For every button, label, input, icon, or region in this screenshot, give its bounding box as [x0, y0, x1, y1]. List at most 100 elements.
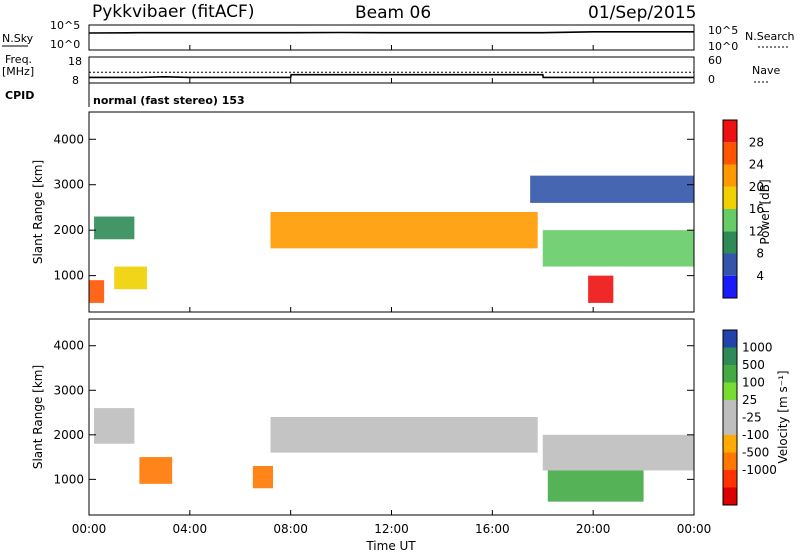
nsky-label: N.Sky [2, 32, 34, 45]
scatter-region [530, 175, 694, 203]
scatter-region [139, 457, 173, 484]
nsky-panel: N.Sky 10^5 10^0 10^5 10^0 N.Search [2, 19, 795, 53]
scatter-region [542, 434, 694, 471]
velocity-colorbar-segment [723, 330, 737, 348]
radar-title: Pykkvibaer (fitACF) [92, 2, 254, 22]
y-tick-label: 2000 [53, 223, 84, 237]
nave-tick-top: 60 [708, 54, 722, 67]
velocity-y-ticks: 1000 2000 3000 4000 [53, 339, 694, 486]
scatter-region [270, 212, 538, 249]
velocity-colorbar-segment [723, 470, 737, 488]
power-colorbar-frame [722, 119, 738, 299]
power-colorbar-segment [723, 253, 737, 276]
velocity-colorbar-tick: -25 [742, 411, 762, 425]
freq-tick-top: 18 [68, 55, 82, 68]
nsearch-tick-bottom: 10^0 [708, 40, 738, 53]
scatter-region [270, 417, 538, 453]
power-colorbar-tick: 20 [749, 180, 764, 194]
scatter-region [547, 470, 644, 502]
nave-label: Nave [752, 64, 780, 77]
velocity-colorbar-tick: -1000 [742, 463, 777, 477]
power-colorbar-segment [723, 231, 737, 254]
velocity-colorbar-tick: 25 [742, 393, 757, 407]
scatter-region [89, 280, 105, 303]
power-colorbar-segment [723, 275, 737, 298]
power-colorbar-tick: 4 [756, 269, 764, 283]
y-tick-label: 1000 [53, 269, 84, 283]
scatter-region [114, 266, 147, 290]
date-title: 01/Sep/2015 [588, 3, 696, 23]
cpid-panel: CPID normal (fast stereo) 153 [5, 83, 245, 107]
power-colorbar-segment [723, 142, 737, 165]
velocity-heatmap [94, 408, 694, 502]
x-tick-label: 00:00 [677, 522, 712, 536]
scatter-region [94, 216, 135, 240]
scatter-region [94, 408, 135, 444]
power-colorbar-segment [723, 164, 737, 187]
power-colorbar-tick: 12 [749, 224, 764, 238]
velocity-colorbar-segment [723, 452, 737, 470]
y-tick-label: 4000 [53, 339, 84, 353]
nsky-tick-top: 10^5 [50, 19, 80, 32]
cpid-label: CPID [5, 89, 34, 102]
beam-title: Beam 06 [355, 3, 431, 23]
velocity-colorbar: 1000 500 100 25 -25 -100 -500 -1000 [722, 329, 777, 506]
freq-unit: [MHz] [2, 65, 34, 78]
velocity-panel: 1000 2000 3000 4000 Slant Range [km] 1000 50… [31, 318, 790, 516]
velocity-colorbar-tick: -500 [742, 446, 769, 460]
power-ylabel: Slant Range [km] [31, 160, 45, 264]
y-tick-label: 3000 [53, 178, 84, 192]
velocity-colorbar-tick: -100 [742, 428, 769, 442]
power-heatmap [89, 175, 694, 303]
power-colorbar-tick: 28 [749, 135, 764, 149]
velocity-colorbar-segment [723, 435, 737, 453]
velocity-colorbar-segment [723, 382, 737, 400]
power-panel: 1000 2000 3000 4000 Slant Range [km] 4 8 12 16… [31, 111, 772, 313]
x-axis-label: Time UT [365, 539, 416, 553]
velocity-colorbar-segment [723, 417, 737, 435]
y-tick-label: 1000 [53, 472, 84, 486]
scatter-region [588, 275, 614, 303]
velocity-cbar-label: Velocity [m s⁻¹] [776, 370, 790, 463]
velocity-colorbar-tick: 1000 [742, 341, 773, 355]
velocity-colorbar-segment [723, 365, 737, 383]
power-colorbar-tick: 24 [749, 158, 764, 172]
power-colorbar-segment [723, 120, 737, 143]
velocity-colorbar-frame [722, 329, 738, 506]
nave-tick-bottom: 0 [708, 73, 715, 86]
velocity-colorbar-segment [723, 487, 737, 505]
x-tick-label: 00:00 [72, 522, 107, 536]
scatter-region [542, 230, 694, 267]
x-tick-label: 12:00 [374, 522, 409, 536]
velocity-colorbar-tick: 500 [742, 358, 765, 372]
velocity-ylabel: Slant Range [km] [31, 365, 45, 469]
power-colorbar-segment [723, 209, 737, 232]
power-colorbar-segment [723, 186, 737, 209]
power-colorbar: 4 8 12 16 20 24 28 [722, 119, 764, 299]
y-tick-label: 4000 [53, 132, 84, 146]
x-tick-label: 08:00 [273, 522, 308, 536]
y-tick-label: 3000 [53, 383, 84, 397]
x-tick-label: 20:00 [576, 522, 611, 536]
power-cbar-label: Power [dB] [758, 179, 772, 244]
nsearch-tick-top: 10^5 [708, 24, 738, 37]
x-tick-label: 16:00 [475, 522, 510, 536]
velocity-colorbar-segment [723, 347, 737, 365]
power-y-ticks: 1000 2000 3000 4000 [53, 132, 694, 283]
velocity-colorbar-tick: 100 [742, 376, 765, 390]
nsky-tick-bottom: 10^0 [50, 38, 80, 51]
power-colorbar-tick: 16 [749, 202, 764, 216]
y-tick-label: 2000 [53, 428, 84, 442]
nsky-series-line [88, 30, 694, 34]
freq-series-line [89, 73, 694, 79]
x-axis-ticks: 00:00 04:00 08:00 12:00 16:00 20:00 00:00 [72, 45, 712, 536]
freq-label: Freq. [5, 53, 32, 66]
nsearch-label: N.Search [745, 30, 795, 43]
power-colorbar-tick: 8 [756, 247, 764, 261]
velocity-colorbar-segment [723, 400, 737, 418]
cpid-text: normal (fast stereo) 153 [93, 94, 245, 107]
scatter-region [252, 466, 274, 489]
freq-tick-bottom: 8 [72, 74, 79, 87]
freq-panel: Freq. [MHz] 18 8 60 0 Nave [2, 53, 780, 87]
